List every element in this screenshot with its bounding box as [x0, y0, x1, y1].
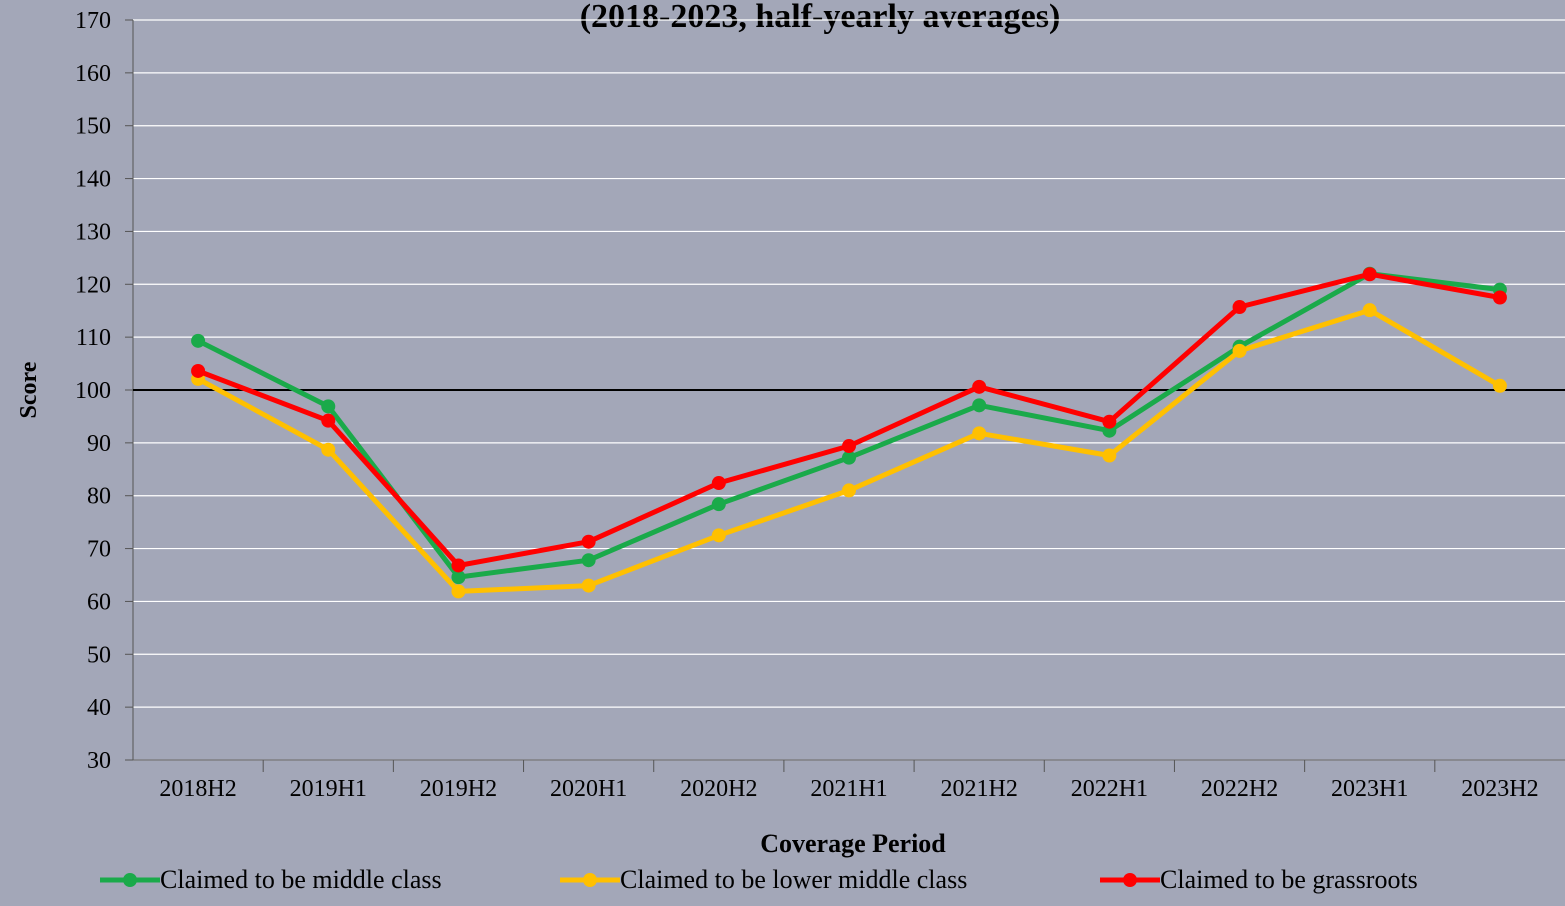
data-point: [581, 553, 596, 568]
data-point: [1362, 303, 1377, 318]
data-point: [581, 534, 596, 549]
chart-subtitle: (2018-2023, half-yearly averages): [580, 0, 1061, 35]
data-point: [321, 399, 336, 414]
x-tick-label: 2021H2: [941, 776, 1018, 802]
x-tick-label: 2019H2: [420, 776, 497, 802]
x-tick-label: 2023H1: [1331, 776, 1408, 802]
legend-label: Claimed to be middle class: [160, 865, 442, 894]
x-tick-label: 2022H2: [1201, 776, 1278, 802]
data-point: [972, 426, 987, 441]
y-tick-label: 70: [87, 537, 111, 563]
y-tick-label: 100: [75, 378, 111, 404]
x-tick-label: 2020H2: [680, 776, 757, 802]
data-point: [972, 398, 987, 413]
data-point: [842, 483, 856, 498]
data-point: [1232, 300, 1247, 315]
legend-marker: [123, 873, 137, 887]
y-tick-label: 160: [75, 61, 111, 87]
data-point: [1102, 414, 1117, 429]
x-tick-label: 2019H1: [290, 776, 367, 802]
y-tick-label: 90: [87, 431, 111, 457]
data-point: [1232, 343, 1247, 358]
x-axis-label: Coverage Period: [760, 829, 946, 858]
x-tick-label: 2021H1: [810, 776, 887, 802]
legend-label: Claimed to be lower middle class: [620, 865, 967, 894]
x-tick-label: 2020H1: [550, 776, 627, 802]
data-point: [842, 439, 856, 454]
y-tick-label: 50: [87, 642, 111, 668]
legend-marker: [1123, 873, 1137, 887]
y-tick-label: 120: [75, 272, 111, 298]
data-point: [581, 578, 596, 593]
data-point: [451, 558, 466, 573]
data-point: [711, 476, 726, 491]
y-tick-label: 130: [75, 219, 111, 245]
y-tick-label: 110: [76, 325, 111, 351]
data-point: [1492, 378, 1507, 393]
data-point: [1492, 290, 1507, 305]
data-point: [451, 584, 466, 599]
data-point: [191, 333, 206, 348]
y-tick-label: 40: [87, 695, 111, 721]
x-tick-label: 2023H2: [1461, 776, 1538, 802]
legend-marker: [583, 873, 597, 887]
data-point: [711, 497, 726, 512]
y-tick-label: 80: [87, 484, 111, 510]
data-point: [1102, 448, 1117, 463]
legend-label: Claimed to be grassroots: [1160, 865, 1418, 894]
data-point: [972, 379, 987, 394]
data-point: [711, 528, 726, 543]
x-tick-label: 2022H1: [1071, 776, 1148, 802]
y-axis-label: Score: [16, 361, 42, 418]
data-point: [321, 413, 336, 428]
y-tick-label: 140: [75, 167, 111, 193]
data-point: [321, 442, 336, 457]
y-tick-label: 170: [75, 8, 111, 34]
data-point: [191, 363, 206, 378]
y-tick-label: 60: [87, 589, 111, 615]
data-point: [1362, 267, 1377, 282]
y-tick-label: 30: [87, 748, 111, 774]
data-point: [842, 450, 856, 465]
y-tick-label: 150: [75, 114, 111, 140]
x-tick-label: 2018H2: [159, 776, 236, 802]
data-point: [451, 570, 466, 585]
